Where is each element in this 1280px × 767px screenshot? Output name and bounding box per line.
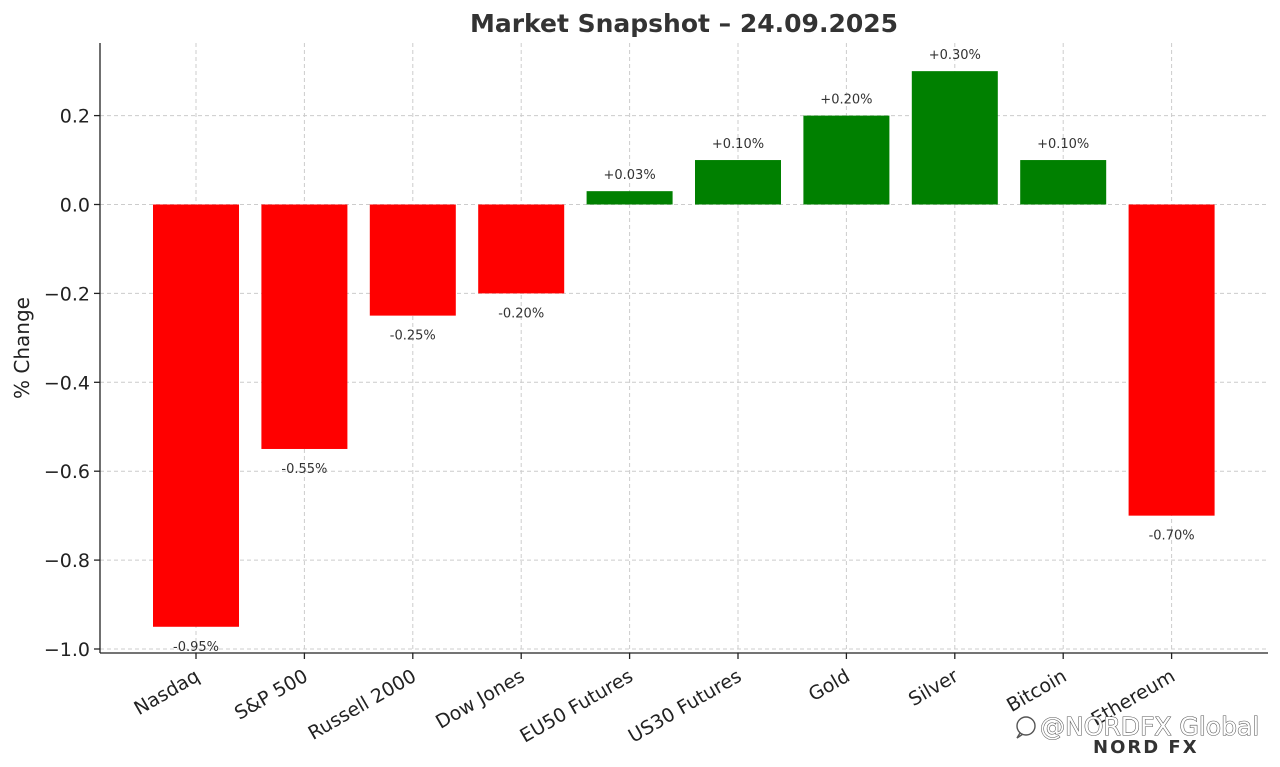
bar-us30-futures — [695, 160, 781, 205]
data-label: -0.55% — [281, 462, 327, 477]
data-label: -0.95% — [173, 640, 219, 655]
y-tick-label: 0.0 — [60, 195, 90, 217]
chart-title: Market Snapshot – 24.09.2025 — [470, 9, 898, 38]
data-labels-layer: -0.95% -0.55% -0.25% -0.20% +0.03% +0.10% +0.2… — [173, 48, 1195, 655]
watermark: @NORDFX Global NORD FX — [1016, 711, 1260, 758]
data-label: +0.03% — [603, 168, 655, 183]
bar-dow-jones — [478, 204, 565, 294]
x-tick-label: Silver — [905, 665, 962, 711]
bar-bitcoin — [1020, 160, 1107, 205]
x-tick-label: Dow Jones — [432, 665, 528, 733]
bars-layer — [153, 71, 1215, 627]
bar-gold — [803, 115, 890, 205]
data-label: +0.10% — [712, 137, 764, 152]
watermark-handle: @NORDFX Global — [1040, 712, 1259, 741]
bar-russell-2000 — [369, 204, 456, 316]
data-label: +0.10% — [1037, 137, 1089, 152]
x-tick-label: EU50 Futures — [516, 665, 637, 747]
y-ticks-layer: 0.2 0.0 −0.2 −0.4 −0.6 −0.8 −1.0 — [44, 106, 100, 661]
data-label: -0.25% — [390, 329, 436, 344]
x-tick-label: S&P 500 — [231, 665, 312, 724]
chat-bubble-icon — [1016, 716, 1036, 739]
x-tick-label: US30 Futures — [625, 665, 746, 747]
y-tick-label: −1.0 — [44, 639, 90, 661]
y-tick-label: 0.2 — [60, 106, 90, 128]
y-tick-label: −0.6 — [44, 461, 90, 483]
watermark-logo: NORD FX — [1093, 737, 1199, 758]
data-label: -0.20% — [498, 306, 544, 321]
axes-layer — [99, 43, 1268, 654]
bar-silver — [911, 71, 998, 205]
y-tick-label: −0.8 — [44, 550, 90, 572]
bar-eu50-futures — [586, 191, 673, 205]
data-label: +0.20% — [820, 93, 872, 108]
data-label: -0.70% — [1149, 529, 1195, 544]
data-label: +0.30% — [929, 48, 981, 63]
y-axis-label: % Change — [10, 297, 34, 399]
x-tick-label: Gold — [805, 665, 854, 706]
x-tick-label: Bitcoin — [1003, 665, 1070, 717]
y-tick-label: −0.2 — [44, 283, 90, 305]
bar-nasdaq — [153, 204, 239, 627]
bar-ethereum — [1128, 204, 1215, 516]
x-tick-label: Russell 2000 — [304, 665, 420, 744]
x-tick-label: Nasdaq — [130, 665, 203, 720]
bar-s-p-500 — [261, 204, 348, 449]
y-tick-label: −0.4 — [44, 372, 90, 394]
